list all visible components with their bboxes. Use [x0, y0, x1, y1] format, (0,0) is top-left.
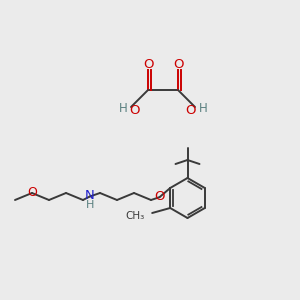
Text: H: H [199, 103, 207, 116]
Text: O: O [130, 103, 140, 116]
Text: H: H [85, 200, 94, 209]
Text: H: H [118, 103, 127, 116]
Text: CH₃: CH₃ [125, 211, 144, 221]
Text: O: O [154, 190, 165, 203]
Text: N: N [85, 189, 95, 202]
Text: O: O [143, 58, 153, 70]
Text: O: O [27, 185, 37, 199]
Text: O: O [173, 58, 183, 70]
Text: O: O [186, 103, 196, 116]
